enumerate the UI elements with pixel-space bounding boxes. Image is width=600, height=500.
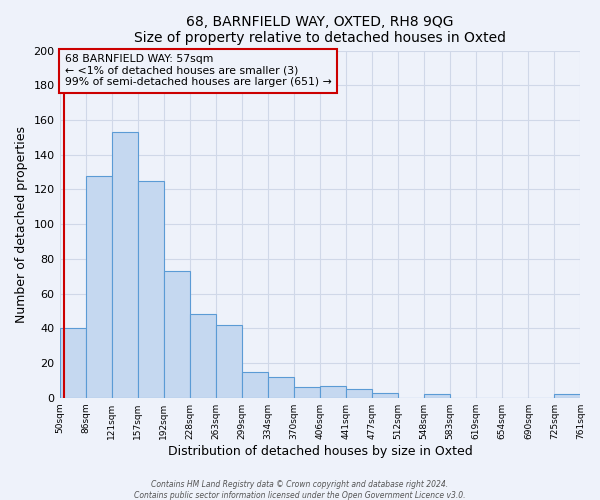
Bar (59, 328, 86, 398)
Bar (164, 271, 190, 398)
Bar (86, 176, 112, 398)
Bar (320, 386, 346, 398)
Title: 68, BARNFIELD WAY, OXTED, RH8 9QG
Size of property relative to detached houses i: 68, BARNFIELD WAY, OXTED, RH8 9QG Size o… (134, 15, 506, 45)
Bar (346, 389, 372, 398)
Y-axis label: Number of detached properties: Number of detached properties (15, 126, 28, 322)
Bar (190, 314, 216, 398)
Text: 68 BARNFIELD WAY: 57sqm
← <1% of detached houses are smaller (3)
99% of semi-det: 68 BARNFIELD WAY: 57sqm ← <1% of detache… (65, 54, 332, 87)
Bar (268, 377, 294, 398)
Bar (242, 372, 268, 398)
Bar (216, 325, 242, 398)
Bar (372, 392, 398, 398)
Bar (294, 388, 320, 398)
Bar (112, 132, 137, 398)
Text: Contains HM Land Registry data © Crown copyright and database right 2024.
Contai: Contains HM Land Registry data © Crown c… (134, 480, 466, 500)
Bar (424, 394, 450, 398)
X-axis label: Distribution of detached houses by size in Oxted: Distribution of detached houses by size … (167, 444, 472, 458)
Bar (137, 180, 164, 398)
Bar (554, 394, 581, 398)
